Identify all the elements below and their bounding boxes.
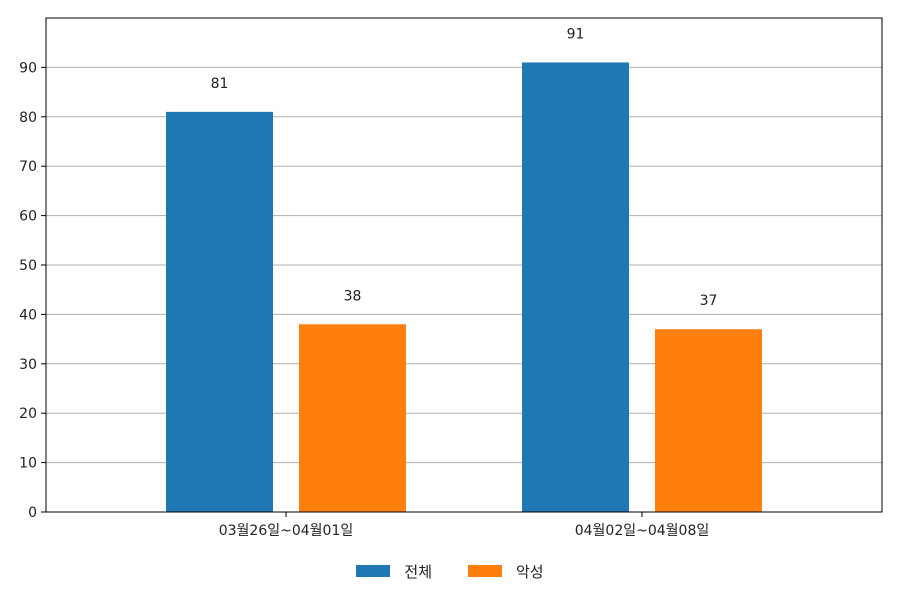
legend-item-total: 전체 [356,561,432,582]
value-labels: 81 38 91 37 [211,26,718,309]
y-tick-label: 0 [28,505,37,521]
bars [166,62,762,513]
bar-value-label: 81 [211,76,229,92]
legend-swatch-total [356,565,391,577]
y-tick-label: 80 [19,110,37,126]
bar-value-label: 37 [700,293,718,309]
bar-total [522,62,629,513]
legend-label-total: 전체 [404,562,432,581]
y-tick-label: 50 [19,258,37,274]
bar-chart: 81 38 91 37 0 10 20 30 40 50 60 70 80 90 03월26일~04월0… [19,17,883,539]
y-axis: 0 10 20 30 40 50 60 70 80 90 [19,60,46,521]
bar-value-label: 38 [344,288,362,304]
y-tick-label: 30 [19,357,37,373]
x-tick-label: 04월02일~04월08일 [575,523,710,539]
bar-malicious [655,329,762,512]
legend-item-malicious: 악성 [468,561,544,582]
y-tick-label: 60 [19,209,37,225]
x-axis: 03월26일~04월01일 04월02일~04월08일 [219,512,710,539]
y-tick-label: 90 [19,60,37,76]
bar-value-label: 91 [567,26,585,42]
y-tick-label: 10 [19,456,37,472]
y-tick-label: 20 [19,406,37,422]
bar-malicious [299,324,406,512]
y-tick-label: 40 [19,307,37,323]
legend: 전체 악성 [0,556,900,586]
legend-label-malicious: 악성 [516,562,544,581]
x-tick-label: 03월26일~04월01일 [219,523,354,539]
legend-swatch-malicious [468,565,502,577]
y-tick-label: 70 [19,159,37,175]
bar-total [166,111,273,513]
